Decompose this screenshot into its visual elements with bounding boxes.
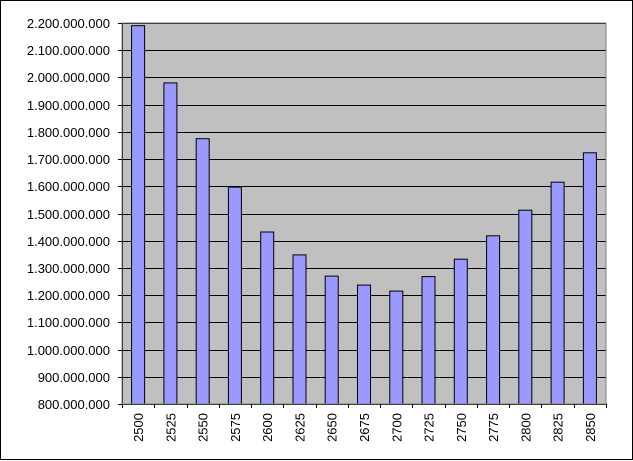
y-tick-label: 2.000.000.000 <box>27 70 110 85</box>
y-tick-label: 1.300.000.000 <box>27 261 110 276</box>
y-tick-label: 1.500.000.000 <box>27 207 110 222</box>
y-tick-label: 1.400.000.000 <box>27 234 110 249</box>
bar-2675 <box>357 284 371 405</box>
bar-2725 <box>421 276 436 405</box>
x-tick-label: 2850 <box>583 413 598 442</box>
x-tick-label: 2725 <box>422 413 437 442</box>
bar-2700 <box>389 290 404 405</box>
x-tick-label: 2775 <box>486 413 501 442</box>
y-tick-label: 1.200.000.000 <box>27 288 110 303</box>
x-tick-label: 2800 <box>518 413 533 442</box>
x-tick-label: 2675 <box>357 413 372 442</box>
bar-2575 <box>227 186 242 405</box>
x-axis-ticks: 2500 2525 2550 2575 2600 2625 2650 2675 2700 2725… <box>122 404 607 442</box>
y-tick-label: 1.600.000.000 <box>27 179 110 194</box>
bar-2550 <box>195 138 210 405</box>
x-tick-label: 2575 <box>228 413 243 442</box>
y-axis-ticks: 800.000.000 900.000.000 1.000.000.000 1.100… <box>27 16 122 412</box>
axes <box>118 22 607 405</box>
bar-2775 <box>486 235 501 405</box>
bar-2750 <box>453 258 468 405</box>
x-tick-label: 2550 <box>196 413 211 442</box>
x-tick-label: 2750 <box>454 413 469 442</box>
y-tick-label: 1.900.000.000 <box>27 98 110 113</box>
bar-2500 <box>131 25 146 405</box>
y-tick-label: 1.000.000.000 <box>27 343 110 358</box>
plot-border <box>121 22 607 405</box>
x-tick-label: 2700 <box>389 413 404 442</box>
bar-2600 <box>260 231 275 405</box>
y-tick-label: 2.100.000.000 <box>27 43 110 58</box>
x-tick-label: 2600 <box>260 413 275 442</box>
x-tick-label: 2525 <box>163 413 178 442</box>
x-tick-label: 2500 <box>131 413 146 442</box>
bar-2625 <box>292 254 307 405</box>
y-tick-label: 900.000.000 <box>38 370 110 385</box>
bar-2525 <box>163 82 178 405</box>
x-tick-label: 2825 <box>551 413 566 442</box>
x-tick-label: 2625 <box>293 413 308 442</box>
bar-2850 <box>582 152 597 405</box>
y-tick-label: 2.200.000.000 <box>27 16 110 31</box>
y-tick-label: 1.100.000.000 <box>27 315 110 330</box>
x-tick-label: 2650 <box>325 413 340 442</box>
bar-2650 <box>324 275 339 405</box>
bar-2800 <box>518 209 533 405</box>
bar-2825 <box>550 181 565 405</box>
y-tick-label: 1.700.000.000 <box>27 152 110 167</box>
y-tick-label: 800.000.000 <box>38 397 110 412</box>
y-tick-label: 1.800.000.000 <box>27 125 110 140</box>
